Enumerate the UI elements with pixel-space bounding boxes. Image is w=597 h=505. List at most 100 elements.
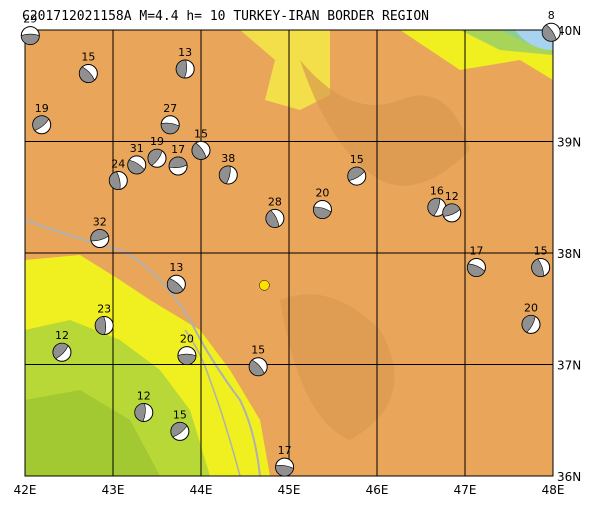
- focal-mechanism: [168, 156, 188, 176]
- beachball-quadrant: [20, 33, 40, 45]
- beachball-quadrant: [109, 171, 121, 190]
- lon-tick-label: 43E: [102, 483, 125, 497]
- beachball-quadrant: [442, 203, 461, 217]
- depth-label: 15: [173, 408, 187, 421]
- depth-label: 20: [315, 187, 329, 200]
- depth-label: 8: [548, 9, 555, 22]
- depth-label: 31: [130, 142, 144, 155]
- depth-label: 16: [430, 184, 444, 197]
- beachball-quadrant: [541, 24, 557, 42]
- focal-mechanism: [147, 148, 167, 168]
- focal-mechanism: [466, 257, 486, 277]
- focal-mechanism: [160, 115, 180, 135]
- beachball-quadrant: [248, 359, 265, 376]
- beachball-quadrant: [175, 59, 188, 79]
- beachball-quadrant: [265, 210, 280, 228]
- focal-mechanism: [531, 257, 551, 277]
- depth-label: 13: [178, 46, 192, 59]
- depth-label: 17: [469, 244, 483, 257]
- focal-mechanism: [175, 59, 195, 79]
- focal-mechanism: [541, 22, 561, 42]
- focal-mechanism: [191, 140, 211, 160]
- focal-mechanism: [108, 171, 128, 191]
- focal-mechanism: [32, 115, 52, 135]
- beachball-quadrant: [160, 122, 180, 134]
- depth-label: 15: [194, 127, 208, 140]
- depth-label: 13: [169, 261, 183, 274]
- beachball-quadrant: [127, 159, 145, 175]
- focal-mechanism: [127, 155, 147, 175]
- depth-label: 19: [150, 135, 164, 148]
- depth-label: 29: [23, 13, 37, 26]
- beachball-quadrant: [79, 66, 95, 83]
- epicenter: [259, 280, 270, 291]
- depth-label: 27: [163, 102, 177, 115]
- focal-mechanism: [177, 346, 197, 366]
- focal-mechanism: [312, 200, 332, 220]
- depth-label: 28: [268, 195, 282, 208]
- beachball-quadrant: [52, 342, 69, 360]
- depth-label: 24: [111, 158, 125, 171]
- beachball-quadrant: [219, 165, 231, 185]
- depth-label: 17: [171, 143, 185, 156]
- beachball-quadrant: [170, 422, 188, 438]
- beachball-quadrant: [168, 156, 188, 169]
- depth-label: 12: [445, 190, 459, 203]
- lat-tick-label: 36N: [557, 470, 581, 484]
- depth-label: 17: [278, 444, 292, 457]
- map-title: C201712021158A M=4.4 h= 10 TURKEY-IRAN B…: [22, 9, 429, 24]
- beachball-quadrant: [32, 115, 50, 131]
- depth-label: 15: [350, 153, 364, 166]
- focal-mechanism: [78, 63, 98, 83]
- beachball-quadrant: [427, 198, 441, 217]
- focal-mechanism: [52, 342, 72, 362]
- depth-label: 19: [35, 102, 49, 115]
- depth-label: 15: [81, 50, 95, 63]
- beachball-quadrant: [313, 206, 332, 219]
- focal-mechanism: [521, 314, 541, 334]
- depth-label: 20: [524, 301, 538, 314]
- lat-tick-label: 39N: [557, 136, 581, 150]
- beachball-quadrant: [467, 263, 486, 277]
- depth-label: 12: [137, 389, 151, 402]
- focal-mechanism: [90, 229, 110, 249]
- beachball-quadrant: [167, 278, 184, 294]
- beachball-quadrant: [347, 166, 365, 182]
- focal-mechanism: [134, 402, 154, 422]
- depth-label: 12: [55, 329, 69, 342]
- focal-mechanism: [248, 357, 268, 377]
- beachball-quadrant: [191, 142, 207, 160]
- focal-mechanism: [166, 274, 186, 294]
- depth-label: 15: [534, 244, 548, 257]
- focal-mechanism: [275, 457, 295, 477]
- beachball-quadrant: [147, 149, 163, 166]
- beachball-quadrant: [134, 403, 146, 422]
- depth-label: 32: [93, 216, 107, 229]
- lat-tick-label: 38N: [557, 247, 581, 261]
- lon-tick-label: 45E: [278, 483, 301, 497]
- depth-label: 20: [180, 333, 194, 346]
- focal-mechanism: [427, 197, 447, 217]
- focal-mechanism: [347, 166, 367, 186]
- focal-mechanism: [442, 203, 462, 223]
- beachball-quadrant: [94, 316, 107, 335]
- focal-mechanism: [94, 315, 114, 335]
- beachball-quadrant: [90, 229, 109, 242]
- focal-mechanism: [265, 208, 285, 228]
- lon-tick-label: 44E: [190, 483, 213, 497]
- beachball-quadrant: [521, 315, 536, 333]
- focal-mechanism: [20, 26, 40, 46]
- lat-tick-label: 37N: [557, 359, 581, 373]
- lon-tick-label: 47E: [454, 483, 477, 497]
- depth-label: 15: [251, 344, 265, 357]
- beachball-quadrant: [177, 353, 197, 365]
- focal-mechanism: [218, 165, 238, 185]
- lat-tick-label: 40N: [557, 24, 581, 38]
- lon-tick-label: 46E: [366, 483, 389, 497]
- beachball-quadrant: [275, 464, 294, 477]
- depth-label: 38: [221, 152, 235, 165]
- beachball-quadrant: [531, 258, 544, 277]
- lon-tick-label: 42E: [14, 483, 37, 497]
- lon-tick-label: 48E: [542, 483, 565, 497]
